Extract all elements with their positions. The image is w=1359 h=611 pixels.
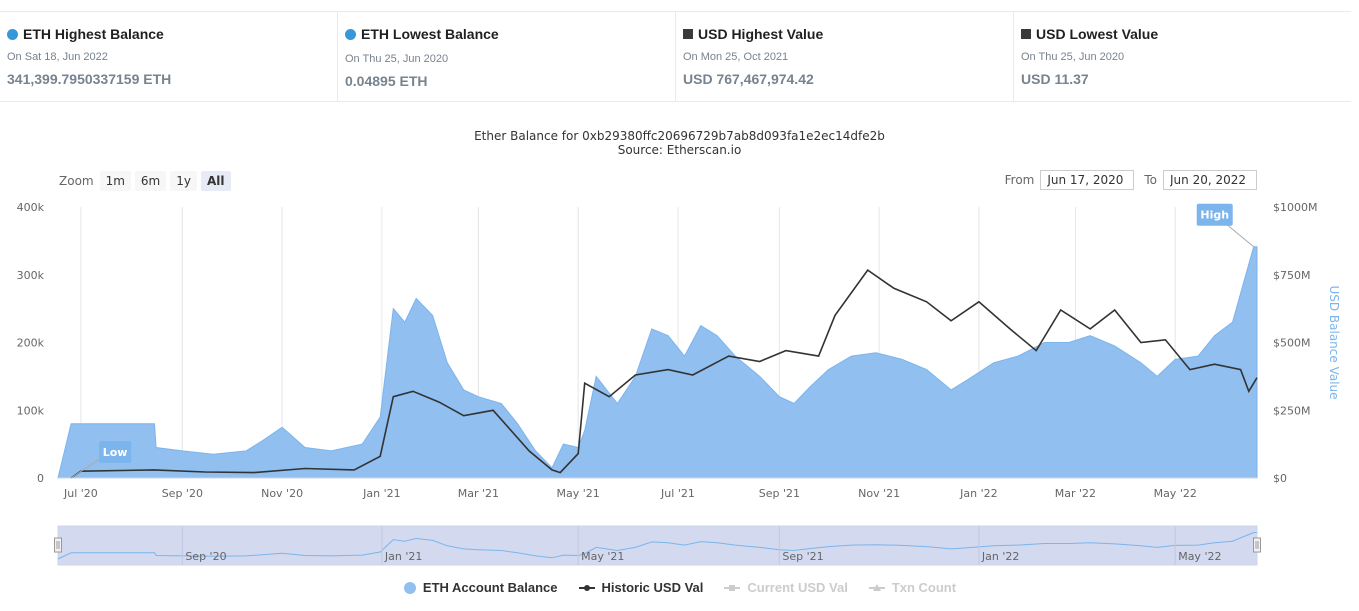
y-left-tick-label: 400k	[17, 201, 45, 214]
zoom-6m-button[interactable]: 6m	[134, 171, 167, 191]
chart-subtitle: Source: Etherscan.io	[617, 143, 742, 157]
navigator-tick-label: May '22	[1178, 550, 1221, 563]
y-right-tick-label: $250M	[1273, 404, 1311, 417]
low-label: Low	[103, 446, 128, 459]
from-date-input[interactable]	[1040, 170, 1135, 190]
x-tick-label: Sep '21	[759, 487, 800, 500]
zoom-1m-button[interactable]: 1m	[99, 171, 131, 191]
x-tick-label: Mar '21	[458, 487, 499, 500]
y-left-tick-label: 200k	[17, 337, 45, 350]
stat-title: USD Lowest Value	[1036, 26, 1159, 42]
legend-label: Current USD Val	[747, 580, 848, 595]
y-left-tick-label: 0	[37, 472, 44, 485]
square-icon	[683, 29, 693, 39]
navigator-series-line	[57, 532, 1257, 560]
x-tick-label: Jul '20	[63, 487, 98, 500]
legend-txn-count[interactable]: Txn Count	[868, 580, 956, 595]
stat-usd-lowest: USD Lowest Value On Thu 25, Jun 2020 USD…	[1014, 12, 1351, 101]
legend-label: Txn Count	[891, 580, 957, 595]
square-marker-icon	[724, 584, 741, 591]
x-tick-label: Jan '22	[959, 487, 997, 500]
x-tick-label: Sep '20	[162, 487, 203, 500]
to-label: To	[1144, 173, 1157, 187]
stat-date: On Mon 25, Oct 2021	[683, 51, 789, 63]
stats-bar: ETH Highest Balance On Sat 18, Jun 2022 …	[0, 11, 1351, 102]
navigator-tick-label: Jan '22	[981, 550, 1019, 563]
eth-balance-area	[57, 246, 1258, 479]
legend-historic-usd[interactable]: Historic USD Val	[578, 580, 704, 595]
x-tick-label: Nov '21	[858, 487, 900, 500]
chart-title: Ether Balance for 0xb29380ffc20696729b7a…	[474, 129, 885, 143]
navigator-right-handle[interactable]	[1253, 537, 1261, 553]
stat-date: On Thu 25, Jun 2020	[1021, 51, 1125, 63]
y-left-tick-label: 100k	[17, 404, 45, 417]
stat-value: 341,399.7950337159 ETH	[7, 71, 172, 87]
to-date-input[interactable]	[1163, 170, 1257, 190]
x-tick-label: Nov '20	[261, 487, 303, 500]
legend-label: Historic USD Val	[601, 580, 704, 595]
y-right-axis-title: USD Balance Value	[1327, 285, 1341, 399]
legend-current-usd[interactable]: Current USD Val	[723, 580, 848, 595]
stat-value: 0.04895 ETH	[345, 73, 428, 89]
dot-icon	[403, 581, 416, 594]
navigator-window	[57, 525, 1258, 566]
y-right-tick-label: $0	[1273, 472, 1287, 485]
x-tick-label: Mar '22	[1055, 487, 1096, 500]
chart-title-block: Ether Balance for 0xb29380ffc20696729b7a…	[0, 129, 1359, 157]
x-tick-label: May '21	[557, 487, 600, 500]
navigator-tick-label: Jan '21	[384, 550, 422, 563]
from-label: From	[1004, 173, 1035, 187]
low-label-box	[99, 441, 132, 463]
low-connector	[70, 457, 102, 479]
high-label: High	[1200, 209, 1229, 222]
stat-usd-highest: USD Highest Value On Mon 25, Oct 2021 US…	[676, 12, 1014, 101]
y-left-tick-label: 300k	[17, 269, 45, 282]
y-right-tick-label: $750M	[1273, 269, 1311, 282]
x-tick-label: May '22	[1154, 487, 1197, 500]
stat-eth-highest: ETH Highest Balance On Sat 18, Jun 2022 …	[0, 12, 338, 101]
zoom-label: Zoom	[59, 174, 94, 188]
stat-value: USD 767,467,974.42	[683, 71, 814, 87]
line-marker-icon	[578, 584, 595, 591]
date-range: From To	[1005, 170, 1257, 190]
legend: ETH Account Balance Historic USD Val Cur…	[0, 580, 1359, 595]
zoom-all-button[interactable]: All	[201, 171, 231, 191]
stat-date: On Sat 18, Jun 2022	[7, 51, 108, 63]
navigator-tick-label: May '21	[581, 550, 624, 563]
legend-label: ETH Account Balance	[422, 580, 558, 595]
navigator-left-handle[interactable]	[54, 537, 62, 553]
square-icon	[1021, 29, 1031, 39]
y-right-tick-label: $1000M	[1273, 201, 1317, 214]
stat-title: USD Highest Value	[698, 26, 824, 42]
y-right-tick-label: $500M	[1273, 337, 1311, 350]
triangle-marker-icon	[868, 583, 885, 591]
x-tick-label: Jul '21	[660, 487, 695, 500]
dot-icon	[345, 28, 356, 40]
high-label-box	[1196, 203, 1233, 226]
dot-icon	[7, 28, 18, 40]
navigator-tick-label: Sep '20	[185, 550, 226, 563]
zoom-1y-button[interactable]: 1y	[170, 171, 197, 191]
navigator-tick-label: Sep '21	[782, 550, 823, 563]
stat-title: ETH Highest Balance	[23, 26, 164, 42]
stat-title: ETH Lowest Balance	[361, 26, 499, 42]
legend-eth-balance[interactable]: ETH Account Balance	[403, 580, 558, 595]
zoom-controls: Zoom 1m 6m 1y All	[59, 171, 231, 191]
stat-eth-lowest: ETH Lowest Balance On Thu 25, Jun 2020 0…	[338, 12, 676, 101]
x-tick-label: Jan '21	[362, 487, 400, 500]
historic-usd-line	[70, 268, 1258, 479]
stat-date: On Thu 25, Jun 2020	[345, 53, 449, 65]
stat-value: USD 11.37	[1021, 71, 1089, 87]
balance-chart: Jul '20 Sep '20 Nov '20 Jan '21 Mar '21 May '…	[17, 201, 1341, 566]
